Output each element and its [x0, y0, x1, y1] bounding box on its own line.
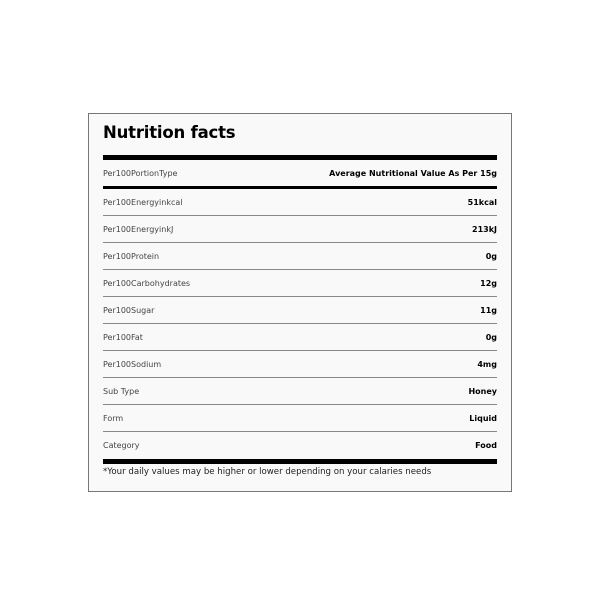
row-value: Honey: [468, 386, 497, 396]
row-separator: [103, 323, 497, 324]
divider-thick: [103, 459, 497, 464]
row-value: 0g: [485, 332, 497, 342]
nutrition-table: Per100PortionType Average Nutritional Va…: [103, 155, 497, 477]
row-value: 11g: [480, 305, 497, 315]
panel-title: Nutrition facts: [103, 123, 236, 142]
row-value: 4mg: [477, 359, 497, 369]
row-label: Per100Fat: [103, 332, 143, 342]
nutrient-row: Per100Sodium 4mg: [103, 351, 497, 377]
row-value: Liquid: [469, 413, 497, 423]
row-value: 12g: [480, 278, 497, 288]
nutrient-row: Category Food: [103, 432, 497, 458]
row-value: Average Nutritional Value As Per 15g: [329, 168, 497, 178]
row-label: Per100Sodium: [103, 359, 162, 369]
row-separator: [103, 377, 497, 378]
nutrient-row: Sub Type Honey: [103, 378, 497, 404]
row-separator: [103, 269, 497, 270]
row-label: Per100PortionType: [103, 168, 178, 178]
row-label: Per100Carbohydrates: [103, 278, 191, 288]
nutrition-facts-panel: Nutrition facts Per100PortionType Averag…: [88, 113, 512, 492]
divider-medium: [103, 186, 497, 189]
row-value: Food: [475, 440, 497, 450]
row-separator: [103, 296, 497, 297]
nutrient-row: Per100Fat 0g: [103, 324, 497, 350]
row-label: Per100EnergyinkJ: [103, 224, 174, 234]
footnote: *Your daily values may be higher or lowe…: [103, 467, 432, 477]
row-label: Per100Energyinkcal: [103, 197, 183, 207]
divider-thick: [103, 155, 497, 160]
row-separator: [103, 215, 497, 216]
row-label: Sub Type: [103, 386, 140, 396]
row-separator: [103, 404, 497, 405]
nutrient-row: Per100Carbohydrates 12g: [103, 270, 497, 296]
nutrient-row: Per100Energyinkcal 51kcal: [103, 189, 497, 215]
row-label: Per100Sugar: [103, 305, 155, 315]
row-label: Form: [103, 413, 124, 423]
row-separator: [103, 431, 497, 432]
row-separator: [103, 242, 497, 243]
row-separator: [103, 350, 497, 351]
nutrient-row: Per100Protein 0g: [103, 243, 497, 269]
nutrient-row: Form Liquid: [103, 405, 497, 431]
row-value: 51kcal: [467, 197, 497, 207]
row-value: 0g: [485, 251, 497, 261]
nutrient-row: Per100Sugar 11g: [103, 297, 497, 323]
row-label: Category: [103, 440, 140, 450]
nutrient-row: Per100EnergyinkJ 213kJ: [103, 216, 497, 242]
row-value: 213kJ: [472, 224, 497, 234]
portion-row: Per100PortionType Average Nutritional Va…: [103, 160, 497, 186]
row-label: Per100Protein: [103, 251, 160, 261]
